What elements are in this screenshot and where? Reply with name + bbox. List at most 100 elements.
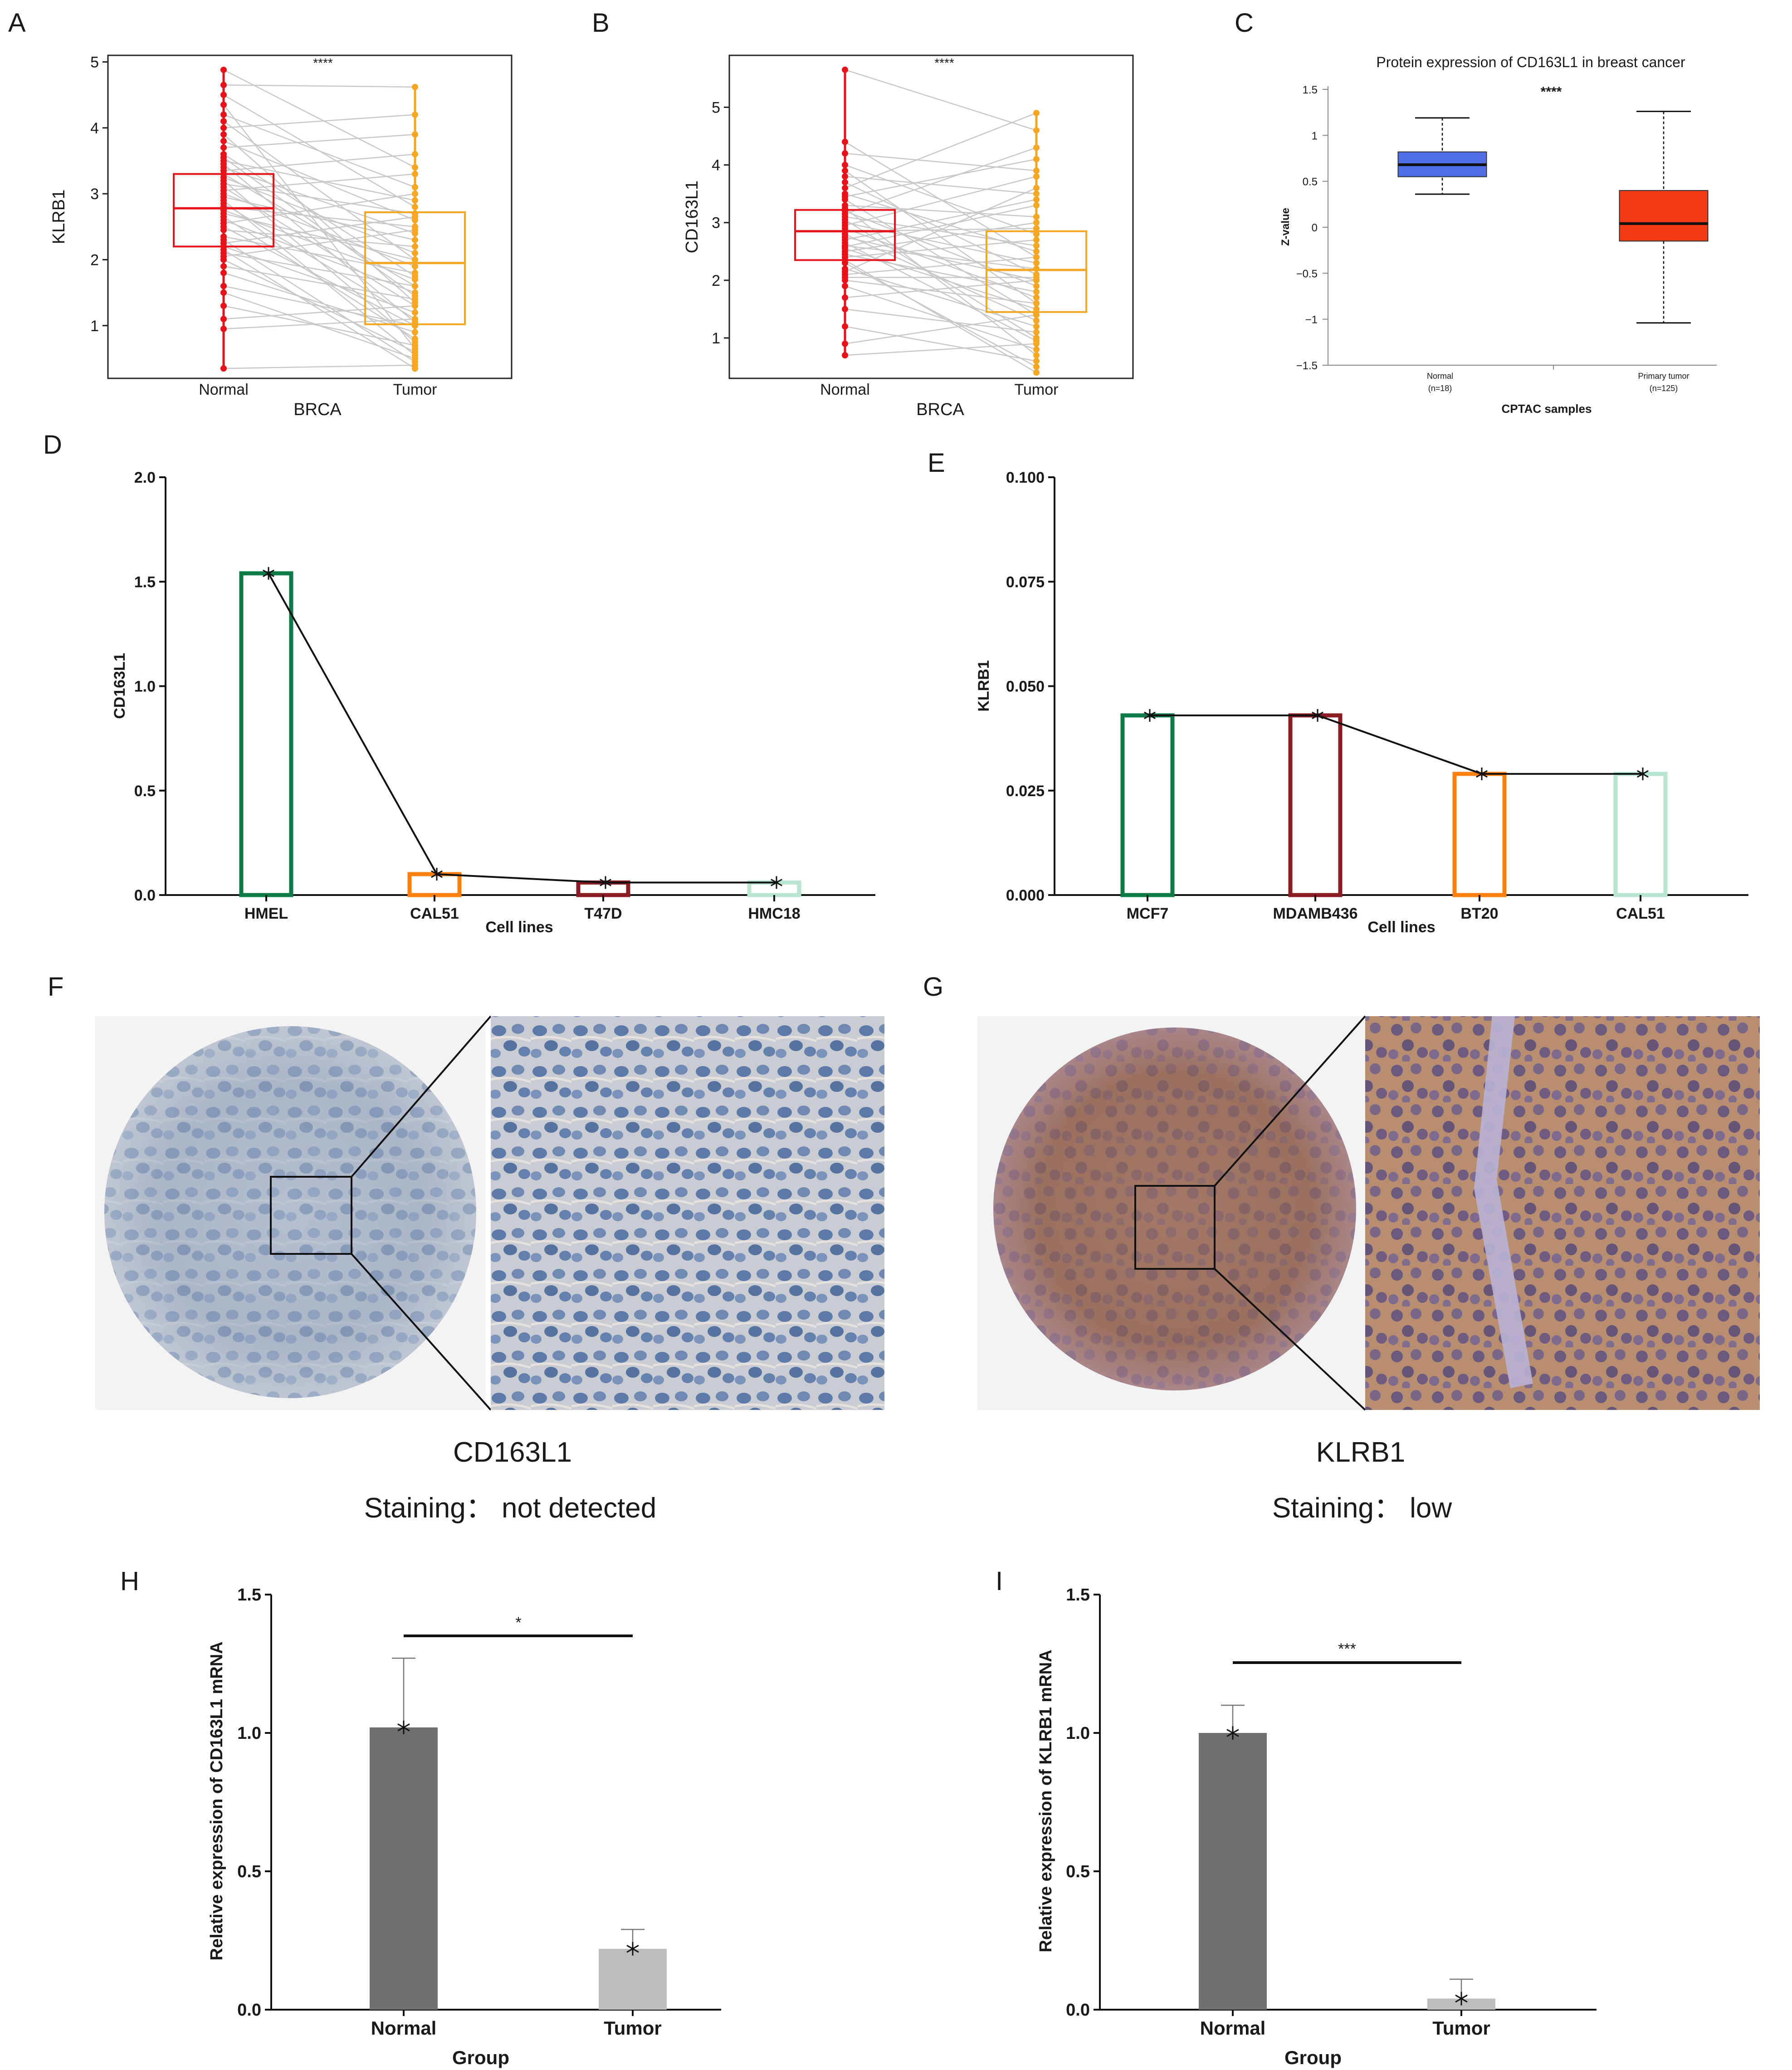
pair-line [845, 187, 1037, 272]
panel-a-chart: 1 2 3 4 5 **** Normal Tumor BRCA KLRB1 [49, 54, 513, 419]
pair-line [845, 228, 1037, 299]
y-ticks: 0.0 0.5 1.0 1.5 [237, 1586, 271, 2020]
x-tick-normal: Normal [820, 381, 870, 398]
panel-letter-d: D [43, 430, 62, 460]
x-tick-label: BT20 [1460, 905, 1498, 922]
y-tick-label: 0.050 [1006, 678, 1045, 695]
pair-line [845, 152, 1037, 171]
y-ticks: 1.5 1 0.5 0 −0.5 −1 −1.5 [1296, 84, 1328, 372]
x-tick-tumor: Tumor [393, 381, 437, 398]
panel-letter-i: I [996, 1566, 1003, 1596]
panel-d-chart: 0.0 0.5 1.0 1.5 2.0 HMEL CAL51 T47D HMC18 Cell … [111, 469, 875, 936]
iqr-box-dashed [844, 209, 896, 261]
paired-lines [842, 66, 1040, 376]
y-tick-label: 0.025 [1006, 783, 1045, 800]
x-tick-normal: Normal [1427, 372, 1453, 381]
pair-line [845, 222, 1037, 264]
y-tick-label: 1.5 [1303, 84, 1318, 96]
pair-line [845, 199, 1037, 316]
star-stroke [1637, 770, 1649, 778]
pair-line [845, 181, 1037, 275]
star-stroke [600, 879, 611, 886]
star-stroke [263, 569, 274, 577]
zoom-region-box [1134, 1185, 1216, 1270]
trend-line [1150, 714, 1643, 775]
x-tick-label: Normal [1200, 2017, 1266, 2039]
star-stroke [1476, 770, 1488, 778]
pair-line [845, 69, 1037, 131]
zoom-line-bottom [351, 1253, 492, 1411]
pair-line [223, 226, 415, 326]
box-group [173, 69, 466, 372]
pair-line [845, 314, 1037, 344]
y-ticks: 0.0 0.5 1.0 1.5 [1066, 1586, 1100, 2020]
iqr-box-dashed [223, 173, 274, 247]
star-stroke [1144, 711, 1156, 719]
y-tick-label: 2 [712, 272, 720, 289]
x-axis-label: Group [1284, 2047, 1342, 2068]
pair-line [845, 216, 1037, 246]
box-group [1397, 111, 1709, 324]
y-tick-label: 0.100 [1006, 469, 1045, 486]
y-axis-label: KLRB1 [975, 660, 992, 711]
bar-group: Normal Tumor [370, 1658, 667, 2039]
y-axis-label: Relative expression of KLRB1 mRNA [1036, 1649, 1055, 1952]
pair-line [223, 229, 415, 257]
pair-line [223, 94, 415, 208]
panel-letter-c: C [1235, 8, 1254, 38]
y-tick-label: 1 [90, 318, 99, 335]
x-axis-label: BRCA [293, 400, 342, 419]
panel-g-ihc: KLRB1 Staining： low [977, 1015, 1760, 1524]
y-tick-label: 0.5 [1303, 176, 1318, 188]
y-tick-label: 4 [90, 120, 99, 137]
pair-line [223, 200, 415, 356]
significance-label: **** [313, 56, 333, 70]
pair-line [845, 199, 1037, 241]
box-group [794, 69, 1087, 373]
magnified-tissue-image [491, 1016, 884, 1410]
pair-line [223, 173, 415, 191]
x-tick-label: CAL51 [410, 905, 459, 922]
y-tick-label: −1 [1305, 314, 1318, 326]
x-tick-tumor-n: (n=125) [1650, 384, 1678, 393]
y-tick-label: 0.075 [1006, 573, 1045, 591]
bar [239, 571, 293, 897]
y-tick-label: 3 [90, 186, 99, 203]
x-tick-normal: Normal [199, 381, 249, 398]
y-axis-label: CD163L1 [111, 653, 128, 719]
bar [1613, 772, 1668, 897]
star-stroke [431, 870, 443, 878]
panel-letter-e: E [928, 448, 945, 478]
pair-line [223, 364, 415, 369]
y-tick-label: −1.5 [1296, 360, 1318, 372]
y-tick-label: 0.0 [237, 2001, 261, 2020]
iqr-box [1619, 190, 1709, 242]
x-tick-label: Tumor [604, 2017, 662, 2039]
y-tick-label: 0.5 [134, 783, 156, 800]
pair-line [845, 308, 1037, 333]
pair-line [223, 220, 415, 294]
pair-line [845, 259, 1037, 373]
pair-line [223, 84, 415, 88]
y-tick-label: 1.5 [237, 1586, 261, 1605]
x-tick-normal-n: (n=18) [1428, 384, 1452, 393]
pair-line [845, 205, 1037, 248]
x-tick-label: MDAMB436 [1273, 905, 1357, 922]
pair-line [845, 285, 1037, 350]
tissue-core-texture [993, 1028, 1356, 1390]
pair-line [845, 343, 1037, 356]
y-tick-label: 2 [90, 251, 99, 269]
iqr-box [364, 211, 466, 325]
significance-label: **** [1541, 84, 1562, 99]
bar [1120, 713, 1175, 897]
y-ticks: 0.000 0.025 0.050 0.075 0.100 [1006, 469, 1055, 904]
y-tick-label: 1.5 [1066, 1586, 1090, 1605]
pair-line [223, 134, 415, 303]
bar [407, 872, 462, 897]
data-point-marker [1455, 1992, 1468, 2006]
pair-line [223, 157, 415, 297]
data-point-marker [1144, 709, 1156, 722]
significance-label: **** [934, 56, 954, 70]
pair-line [845, 147, 1037, 215]
y-tick-label: 1.0 [134, 678, 156, 695]
